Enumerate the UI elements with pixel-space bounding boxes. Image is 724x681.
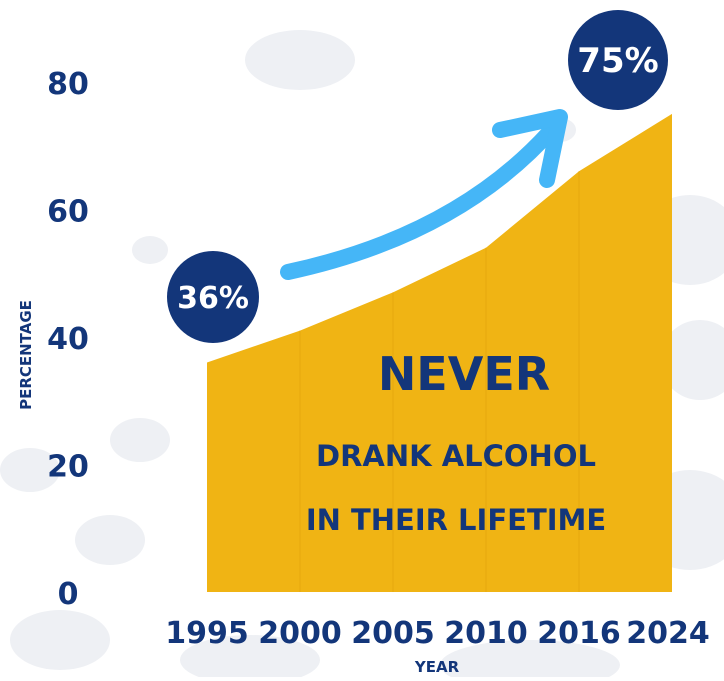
end-callout-label: 75%	[577, 41, 658, 81]
x-tick-label: 2010	[444, 616, 528, 651]
x-tick-label: 2000	[258, 616, 342, 651]
start-callout-circle	[167, 251, 259, 343]
area-dividers	[299, 171, 580, 592]
bg-bubble	[75, 515, 145, 565]
x-tick-label: 2024	[626, 616, 710, 651]
trend-arrow-head	[492, 109, 568, 188]
bg-bubble	[10, 610, 110, 670]
bg-bubble	[440, 640, 620, 681]
x-axis-ticks: 1995 2000 2005 2010 2016 2024	[165, 616, 710, 651]
start-callout-label: 36%	[177, 281, 249, 316]
x-axis-label: YEAR	[414, 658, 460, 676]
y-tick-label: 60	[47, 195, 89, 230]
x-tick-label: 1995	[165, 616, 249, 651]
bg-bubble	[132, 236, 168, 264]
trend-arrow	[280, 109, 568, 280]
y-tick-label: 80	[47, 67, 89, 102]
y-tick-label: 40	[47, 322, 89, 357]
x-tick-label: 2005	[351, 616, 435, 651]
bg-bubble	[245, 30, 355, 90]
subtitle-line-2: IN THEIR LIFETIME	[306, 503, 606, 537]
end-callout: 75%	[568, 10, 668, 110]
y-axis-ticks: 0 20 40 60 80	[47, 67, 89, 612]
bg-bubble	[660, 320, 724, 400]
y-tick-label: 0	[58, 577, 79, 612]
end-callout-circle	[568, 10, 668, 110]
subtitle-line-1: DRANK ALCOHOL	[316, 439, 596, 473]
trend-arrow-shaft	[280, 118, 563, 280]
start-callout: 36%	[167, 251, 259, 343]
x-tick-label: 2016	[537, 616, 621, 651]
bg-bubble	[180, 635, 320, 681]
bg-bubble	[110, 418, 170, 462]
headline-text: NEVER	[378, 347, 550, 401]
area-series	[207, 113, 672, 592]
bg-bubble	[0, 448, 60, 492]
y-tick-label: 20	[47, 450, 89, 485]
y-axis-label: PERCENTAGE	[17, 300, 35, 410]
